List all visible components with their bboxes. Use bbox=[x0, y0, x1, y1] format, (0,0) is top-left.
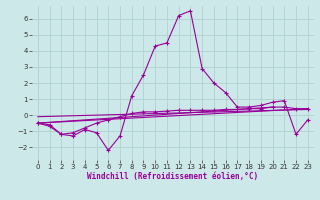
X-axis label: Windchill (Refroidissement éolien,°C): Windchill (Refroidissement éolien,°C) bbox=[87, 172, 258, 181]
